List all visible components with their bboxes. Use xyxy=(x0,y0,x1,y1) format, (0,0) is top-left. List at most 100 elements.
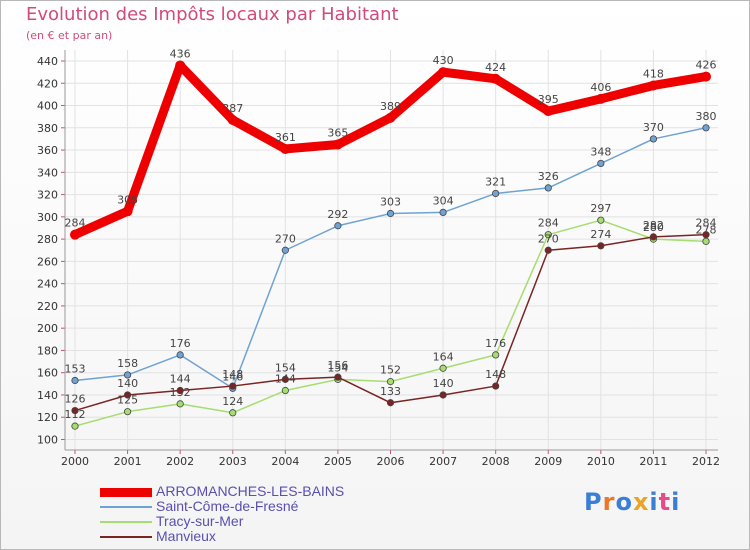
data-point xyxy=(544,246,552,254)
x-tick-label: 2005 xyxy=(324,455,352,468)
data-label: 140 xyxy=(117,377,138,390)
data-label: 389 xyxy=(380,100,401,113)
legend-label: Saint-Côme-de-Fresné xyxy=(156,498,299,514)
data-label: 274 xyxy=(590,228,611,241)
data-point xyxy=(702,124,710,132)
data-label: 284 xyxy=(696,217,717,230)
x-tick-label: 2000 xyxy=(61,455,89,468)
data-label: 124 xyxy=(222,395,243,408)
data-label: 284 xyxy=(538,217,559,230)
data-label: 365 xyxy=(327,126,348,139)
data-label: 406 xyxy=(590,81,611,94)
data-point xyxy=(123,371,132,379)
data-point xyxy=(71,376,79,385)
data-point xyxy=(176,400,184,408)
data-point xyxy=(176,351,184,359)
data-label: 153 xyxy=(65,362,86,375)
data-label: 305 xyxy=(117,193,138,206)
data-point xyxy=(649,135,658,143)
data-label: 436 xyxy=(170,47,191,60)
data-point xyxy=(227,115,238,126)
data-label: 126 xyxy=(65,393,86,406)
data-label: 380 xyxy=(696,110,717,123)
data-label: 152 xyxy=(380,364,401,377)
y-tick-label: 300 xyxy=(37,211,58,224)
data-point xyxy=(595,93,606,104)
y-tick-label: 220 xyxy=(37,300,58,313)
y-tick-label: 440 xyxy=(37,55,58,68)
data-label: 148 xyxy=(485,368,506,381)
y-tick-label: 400 xyxy=(37,100,58,113)
x-tick-label: 2003 xyxy=(219,455,247,468)
legend-swatch xyxy=(100,521,152,523)
x-tick-label: 2001 xyxy=(114,455,142,468)
data-point xyxy=(492,189,500,198)
data-point xyxy=(439,208,447,216)
legend-label: Tracy-sur-Mer xyxy=(156,513,244,529)
data-point xyxy=(229,382,237,390)
data-point xyxy=(281,386,289,395)
logo-letter: t xyxy=(658,488,672,516)
data-point xyxy=(544,184,552,192)
data-label: 297 xyxy=(590,202,611,215)
chart-title: Evolution des Impôts locaux par Habitant xyxy=(26,4,399,25)
x-tick-label: 2007 xyxy=(429,455,457,468)
legend-swatch xyxy=(100,487,152,497)
legend-swatch xyxy=(100,536,152,538)
y-tick-label: 240 xyxy=(37,278,58,291)
logo-letter: i xyxy=(649,488,659,516)
y-tick-label: 160 xyxy=(37,367,58,380)
data-label: 348 xyxy=(590,145,611,158)
data-point xyxy=(597,216,605,224)
y-tick-label: 360 xyxy=(37,144,58,157)
data-point xyxy=(701,71,711,82)
data-label: 361 xyxy=(275,131,296,144)
x-tick-label: 2002 xyxy=(166,455,194,468)
y-tick-label: 260 xyxy=(37,255,58,268)
logo-letter: P xyxy=(584,488,603,516)
data-label: 418 xyxy=(643,67,664,80)
data-point xyxy=(386,399,395,407)
data-label: 140 xyxy=(433,377,454,390)
data-label: 395 xyxy=(538,93,559,106)
data-point xyxy=(648,80,659,91)
y-tick-label: 140 xyxy=(37,389,58,402)
data-label: 284 xyxy=(65,217,86,230)
data-label: 164 xyxy=(433,350,454,363)
logo-letter: r xyxy=(602,488,616,516)
data-point xyxy=(492,382,500,390)
data-point xyxy=(123,408,132,416)
data-label: 303 xyxy=(380,196,401,209)
x-tick-label: 2012 xyxy=(692,455,720,468)
data-point xyxy=(386,378,395,386)
data-point xyxy=(71,422,79,430)
data-point xyxy=(439,364,447,372)
y-tick-label: 320 xyxy=(37,189,58,202)
data-label: 112 xyxy=(65,408,86,421)
data-label: 282 xyxy=(643,219,664,232)
data-label: 430 xyxy=(433,54,454,67)
data-label: 270 xyxy=(275,232,296,245)
data-point xyxy=(438,67,449,78)
data-label: 326 xyxy=(538,170,559,183)
data-point xyxy=(280,143,291,154)
logo-letter: o xyxy=(615,488,633,516)
data-point xyxy=(281,375,289,383)
data-label: 370 xyxy=(643,121,664,134)
y-tick-label: 280 xyxy=(37,233,58,246)
data-label: 278 xyxy=(696,223,717,236)
y-tick-label: 380 xyxy=(37,122,58,135)
data-point xyxy=(492,351,500,359)
data-point xyxy=(122,206,133,217)
data-label: 133 xyxy=(380,385,401,398)
data-point xyxy=(439,391,447,399)
data-label: 158 xyxy=(117,357,138,370)
data-label: 176 xyxy=(485,337,506,350)
data-label: 156 xyxy=(327,359,348,372)
logo-letter: x xyxy=(632,488,650,516)
y-tick-label: 420 xyxy=(37,77,58,90)
data-point xyxy=(334,222,342,230)
legend-swatch xyxy=(100,506,152,508)
data-label: 154 xyxy=(275,361,296,374)
